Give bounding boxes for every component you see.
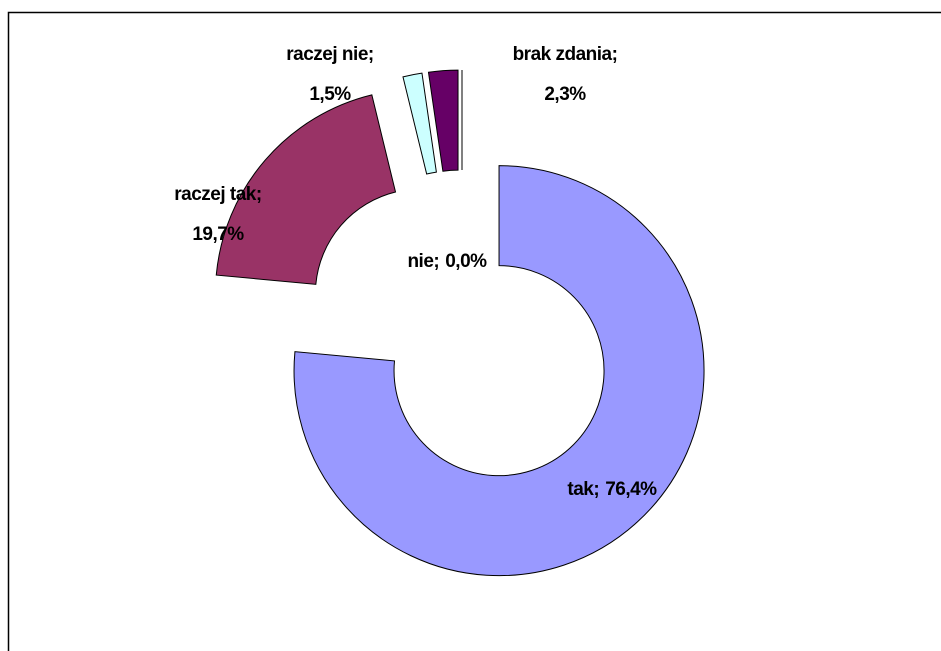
label-value: 2,3% xyxy=(544,84,586,105)
label-value: 19,7% xyxy=(192,224,244,245)
donut-segment xyxy=(427,69,459,172)
label-value: 0,0% xyxy=(445,251,487,272)
data-label: raczej tak; 19,7% xyxy=(174,184,261,245)
label-category: brak zdania; xyxy=(513,44,618,65)
donut-segment xyxy=(293,165,705,577)
data-label: nie; 0,0% xyxy=(407,251,487,272)
data-label: raczej nie; 1,5% xyxy=(286,44,373,105)
label-category: raczej tak; xyxy=(174,184,261,205)
data-label: brak zdania; 2,3% xyxy=(513,44,618,105)
label-value: 76,4% xyxy=(605,479,657,500)
donut-segment xyxy=(215,94,397,285)
label-category: raczej nie; xyxy=(286,44,373,65)
donut-segment xyxy=(402,72,437,175)
label-category: tak; xyxy=(567,479,599,500)
label-category: nie; xyxy=(407,251,439,272)
label-value: 1,5% xyxy=(309,84,351,105)
data-label: tak; 76,4% xyxy=(567,479,657,500)
